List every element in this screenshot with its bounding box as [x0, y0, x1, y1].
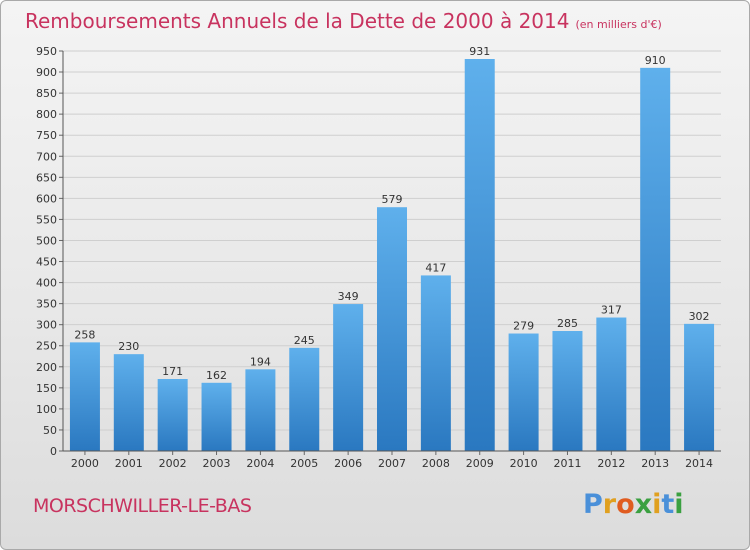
- data-label: 285: [557, 317, 578, 330]
- y-tick-label: 400: [36, 277, 57, 290]
- data-label: 417: [425, 261, 446, 274]
- y-tick-label: 0: [50, 445, 57, 458]
- proxiti-logo: Proxiti: [583, 489, 684, 520]
- bar: [333, 304, 364, 451]
- bar: [113, 354, 144, 451]
- chart-title: Remboursements Annuels de la Dette de 20…: [25, 9, 662, 33]
- x-tick-label: 2012: [597, 457, 625, 470]
- data-label: 245: [294, 334, 315, 347]
- data-label: 258: [74, 328, 95, 341]
- y-tick-label: 300: [36, 319, 57, 332]
- data-label: 230: [118, 340, 139, 353]
- data-label: 302: [689, 310, 710, 323]
- x-tick-label: 2009: [466, 457, 494, 470]
- data-label: 317: [601, 304, 622, 317]
- bar: [508, 333, 539, 451]
- x-tick-label: 2005: [290, 457, 318, 470]
- x-tick-label: 2007: [378, 457, 406, 470]
- y-tick-label: 750: [36, 129, 57, 142]
- x-tick-label: 2011: [553, 457, 581, 470]
- y-tick-label: 950: [36, 45, 57, 58]
- y-tick-label: 50: [43, 424, 57, 437]
- y-tick-label: 700: [36, 150, 57, 163]
- data-label: 171: [162, 365, 183, 378]
- data-label: 194: [250, 355, 271, 368]
- y-tick-label: 650: [36, 171, 57, 184]
- logo-letter: r: [602, 489, 617, 520]
- logo-letter: t: [661, 489, 675, 520]
- y-tick-label: 100: [36, 403, 57, 416]
- x-tick-label: 2014: [685, 457, 713, 470]
- x-tick-label: 2006: [334, 457, 362, 470]
- data-label: 910: [645, 54, 666, 67]
- axis-layer: 0 50 100 150 200 250 300 350 400 450 500 550 600 650 7…: [36, 45, 721, 470]
- data-label: 279: [513, 320, 534, 333]
- chart-subtitle: (en milliers d'€): [575, 18, 662, 31]
- y-tick-label: 450: [36, 256, 57, 269]
- logo-letter: o: [616, 489, 635, 520]
- x-tick-label: 2000: [71, 457, 99, 470]
- bar: [289, 347, 320, 451]
- x-tick-label: 2008: [422, 457, 450, 470]
- bar: [157, 379, 188, 451]
- y-tick-label: 200: [36, 361, 57, 374]
- y-tick-label: 600: [36, 192, 57, 205]
- bar: [684, 323, 715, 451]
- bar: [552, 331, 583, 451]
- bar-layer: 258 230 171 162 194 245 349 579 417 931 279 285 317 9…: [69, 45, 715, 451]
- x-tick-label: 2010: [510, 457, 538, 470]
- bar: [640, 67, 671, 451]
- chart-title-text: Remboursements Annuels de la Dette de 20…: [25, 9, 570, 33]
- y-tick-label: 850: [36, 87, 57, 100]
- logo-letter: i: [652, 489, 662, 520]
- bar: [464, 59, 495, 451]
- bar: [420, 275, 451, 451]
- data-label: 349: [338, 290, 359, 303]
- y-tick-label: 250: [36, 340, 57, 353]
- commune-name: MORSCHWILLER-LE-BAS: [33, 495, 252, 517]
- logo-letter: x: [634, 489, 653, 520]
- bar: [377, 207, 407, 451]
- x-tick-label: 2013: [641, 457, 669, 470]
- y-tick-label: 150: [36, 382, 57, 395]
- y-tick-label: 550: [36, 213, 57, 226]
- logo-letter: i: [674, 489, 684, 520]
- logo-letter: P: [583, 489, 603, 520]
- y-tick-label: 800: [36, 108, 57, 121]
- y-tick-label: 500: [36, 234, 57, 247]
- y-tick-label: 350: [36, 298, 57, 311]
- bar: [201, 382, 232, 451]
- x-tick-label: 2004: [246, 457, 274, 470]
- data-label: 162: [206, 369, 227, 382]
- data-label: 579: [382, 193, 403, 206]
- data-label: 931: [469, 45, 490, 58]
- y-tick-label: 900: [36, 66, 57, 79]
- x-tick-label: 2001: [115, 457, 143, 470]
- bar: [69, 342, 100, 451]
- x-tick-label: 2002: [159, 457, 187, 470]
- bar: [596, 317, 627, 451]
- x-tick-label: 2003: [203, 457, 231, 470]
- bar: [245, 369, 276, 451]
